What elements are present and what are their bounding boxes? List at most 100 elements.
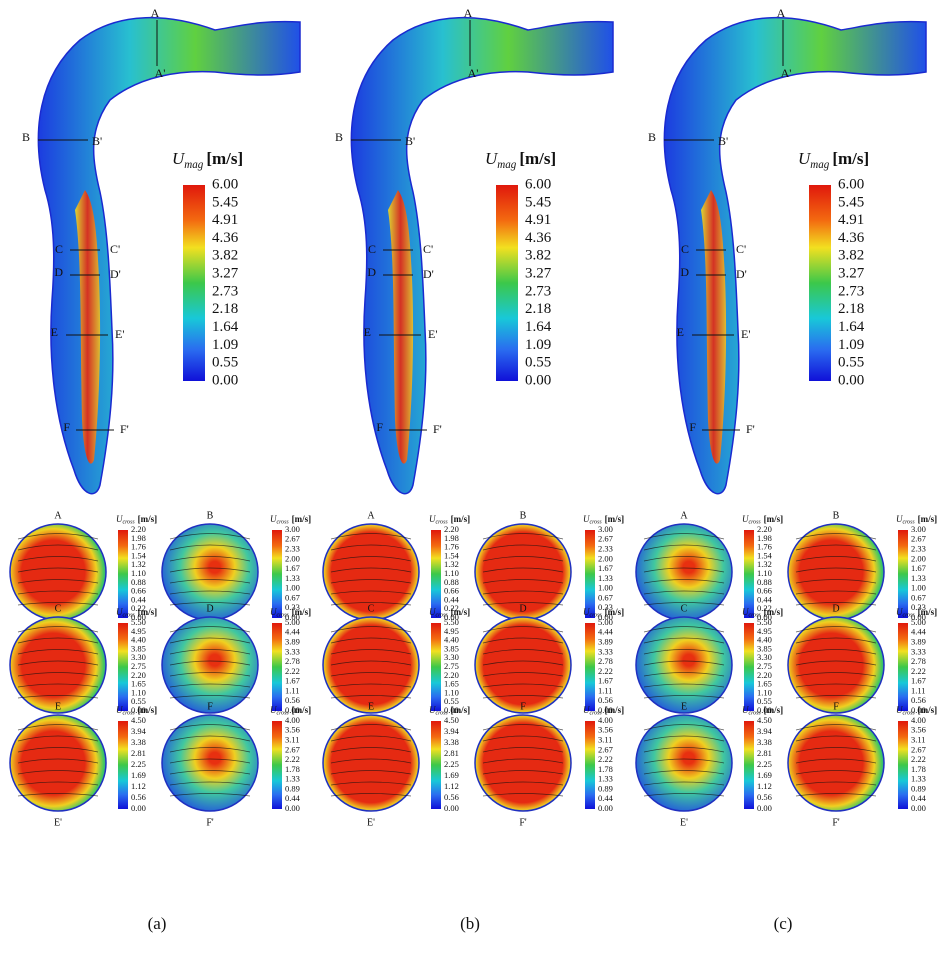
panel-label: (a) xyxy=(148,914,167,933)
colorbar-tick: 1.11 xyxy=(911,685,926,695)
section-label: C xyxy=(55,603,62,614)
cross-section xyxy=(788,715,884,811)
colorbar-tick: 0.56 xyxy=(757,792,772,802)
cross-section xyxy=(162,617,258,713)
colorbar-tick: 3.11 xyxy=(911,735,926,745)
section-label: C xyxy=(368,603,375,614)
section-label: B xyxy=(22,130,30,144)
colorbar xyxy=(118,530,128,618)
colorbar xyxy=(118,721,128,809)
colorbar-tick: 1.00 xyxy=(285,583,300,593)
colorbar xyxy=(585,530,595,618)
section-label: F xyxy=(63,420,70,434)
colorbar-tick: 3.38 xyxy=(757,737,772,747)
colorbar-tick: 3.94 xyxy=(131,726,147,736)
colorbar-tick: 0.00 xyxy=(444,803,459,813)
colorbar-tick: 1.64 xyxy=(525,319,552,335)
colorbar xyxy=(744,530,754,618)
unit: [m/s] xyxy=(292,705,312,715)
colorbar-tick: 0.00 xyxy=(838,372,864,388)
colorbar-tick: 0.44 xyxy=(598,793,614,803)
colorbar-tick: 2.18 xyxy=(212,301,238,317)
unit: [m/s] xyxy=(832,149,869,168)
unit: [m/s] xyxy=(519,149,556,168)
colorbar-tick: 3.11 xyxy=(598,735,613,745)
section-label: F' xyxy=(433,422,442,436)
section-label: E' xyxy=(428,327,438,341)
subscript: mag xyxy=(810,159,830,171)
colorbar-tick: 3.89 xyxy=(598,637,613,647)
colorbar-tick: 2.25 xyxy=(131,759,146,769)
colorbar-tick: 0.56 xyxy=(911,695,926,705)
unit: [m/s] xyxy=(764,607,784,617)
unit: [m/s] xyxy=(292,514,312,524)
colorbar-tick: 1.78 xyxy=(911,764,926,774)
colorbar-tick: 4.91 xyxy=(212,212,238,228)
colorbar-tick: 3.89 xyxy=(911,637,926,647)
section-label: D xyxy=(206,603,213,614)
colorbar-tick: 3.82 xyxy=(212,248,238,264)
colorbar xyxy=(272,623,282,711)
colorbar xyxy=(744,623,754,711)
unit: [m/s] xyxy=(206,149,243,168)
colorbar-tick: 2.22 xyxy=(598,754,613,764)
subscript: mag xyxy=(497,159,517,171)
colorbar-tick: 0.67 xyxy=(911,592,926,602)
cross-section xyxy=(10,617,106,713)
colorbar-tick: 1.78 xyxy=(285,764,300,774)
colorbar-tick: 2.81 xyxy=(444,748,459,758)
colorbar xyxy=(898,623,908,711)
colorbar-tick: 2.00 xyxy=(598,553,613,563)
colorbar-tick: 2.81 xyxy=(757,748,772,758)
colorbar-tick: 1.69 xyxy=(131,770,146,780)
colorbar-tick: 0.44 xyxy=(285,793,301,803)
section-label: E xyxy=(51,325,58,339)
colorbar-tick: 5.45 xyxy=(212,194,238,210)
colorbar-tick: 0.00 xyxy=(212,372,238,388)
colorbar-tick: 2.33 xyxy=(285,544,300,554)
colorbar-tick: 2.73 xyxy=(838,283,864,299)
unit: [m/s] xyxy=(138,514,158,524)
cross-section xyxy=(636,617,732,713)
section-label: C' xyxy=(423,242,433,256)
colorbar-tick: 0.55 xyxy=(212,355,238,371)
unit: [m/s] xyxy=(292,607,312,617)
cross-section xyxy=(636,715,732,811)
colorbar-tick: 2.22 xyxy=(911,754,926,764)
colorbar-tick: 4.44 xyxy=(911,627,927,637)
colorbar-tick: 0.55 xyxy=(838,355,864,371)
colorbar-tick: 0.56 xyxy=(444,792,459,802)
colorbar-tick: 3.11 xyxy=(285,735,300,745)
colorbar-tick: 2.67 xyxy=(911,744,926,754)
colorbar-tick: 0.00 xyxy=(757,803,772,813)
colorbar-tick: 1.64 xyxy=(838,319,865,335)
colorbar-tick: 3.89 xyxy=(285,637,300,647)
section-label: F xyxy=(376,420,383,434)
colorbar-tick: 1.78 xyxy=(598,764,613,774)
section-label: B xyxy=(335,130,343,144)
unit: [m/s] xyxy=(605,607,625,617)
section-label: E' xyxy=(54,817,62,828)
section-label: F' xyxy=(206,817,214,828)
colorbar-tick: 2.78 xyxy=(285,656,300,666)
section-label: E' xyxy=(741,327,751,341)
colorbar xyxy=(272,721,282,809)
colorbar-tick: 3.38 xyxy=(131,737,146,747)
colorbar-tick: 3.27 xyxy=(525,266,552,282)
colorbar-tick: 0.00 xyxy=(131,803,146,813)
section-label: D' xyxy=(110,267,121,281)
colorbar-tick: 2.67 xyxy=(285,534,300,544)
colorbar-tick: 3.00 xyxy=(911,524,926,534)
colorbar-tick: 1.69 xyxy=(757,770,772,780)
colorbar xyxy=(585,721,595,809)
unit: [m/s] xyxy=(918,705,938,715)
colorbar-tick: 2.33 xyxy=(598,544,613,554)
unit: [m/s] xyxy=(138,607,158,617)
colorbar-tick: 2.25 xyxy=(444,759,459,769)
section-label: B xyxy=(648,130,656,144)
colorbar-tick: 4.91 xyxy=(525,212,551,228)
colorbar xyxy=(183,185,205,381)
section-label: A xyxy=(367,510,375,521)
unit: [m/s] xyxy=(451,514,471,524)
colorbar xyxy=(898,530,908,618)
